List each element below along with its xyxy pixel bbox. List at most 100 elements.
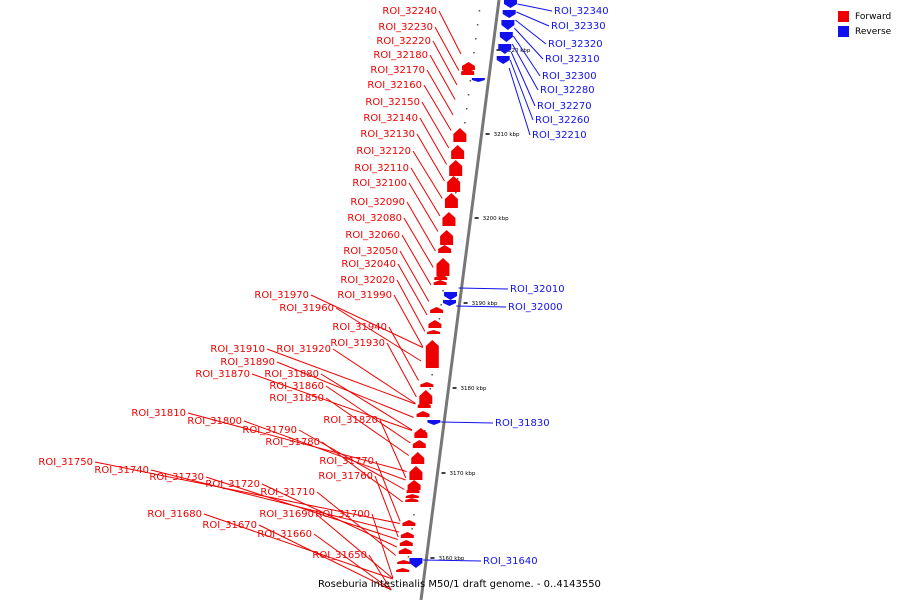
forward-gene-glyph bbox=[396, 568, 410, 572]
forward-leader-line bbox=[403, 217, 434, 268]
forward-leader-line bbox=[320, 373, 413, 431]
reverse-gene-label: ROI_32300 bbox=[542, 71, 597, 82]
forward-leader-line bbox=[335, 307, 422, 362]
forward-leader-line bbox=[332, 348, 416, 404]
track-dot bbox=[476, 24, 479, 26]
track-dot bbox=[464, 122, 466, 124]
reverse-gene-glyph bbox=[504, 0, 517, 8]
reverse-gene-glyph bbox=[427, 420, 441, 425]
track-dot bbox=[478, 10, 481, 12]
forward-gene-glyph bbox=[402, 520, 416, 526]
forward-leader-line bbox=[396, 279, 426, 332]
forward-leader-line bbox=[150, 469, 399, 533]
track-dot bbox=[455, 192, 457, 194]
forward-gene-glyph bbox=[449, 160, 463, 176]
forward-gene-label: ROI_32050 bbox=[343, 246, 398, 257]
reverse-leader-line bbox=[458, 287, 509, 290]
forward-gene-glyph bbox=[436, 258, 450, 276]
scale-tick-label: 3190 kbp bbox=[472, 301, 498, 307]
forward-gene-label: ROI_32240 bbox=[382, 6, 437, 17]
reverse-leader-line bbox=[516, 11, 550, 27]
legend: Forward Reverse bbox=[838, 9, 891, 39]
forward-gene-glyph bbox=[440, 230, 454, 245]
forward-gene-label: ROI_32170 bbox=[370, 65, 425, 76]
track-dot bbox=[429, 388, 432, 390]
forward-gene-label: ROI_31930 bbox=[330, 338, 385, 349]
forward-leader-line bbox=[325, 385, 411, 444]
forward-leader-line bbox=[261, 483, 398, 548]
reverse-gene-glyph bbox=[498, 44, 512, 54]
forward-leader-line bbox=[432, 40, 458, 86]
forward-gene-glyph bbox=[400, 532, 414, 538]
track-dot bbox=[413, 514, 415, 516]
forward-gene-label: ROI_32120 bbox=[356, 146, 411, 157]
forward-gene-label: ROI_32180 bbox=[373, 50, 428, 61]
forward-gene-label: ROI_31670 bbox=[202, 520, 257, 531]
forward-gene-label: ROI_31940 bbox=[332, 322, 387, 333]
track-dot bbox=[475, 38, 477, 40]
forward-gene-glyph bbox=[444, 193, 458, 208]
reverse-gene-label: ROI_32270 bbox=[537, 101, 592, 112]
forward-gene-label: ROI_32150 bbox=[365, 97, 420, 108]
forward-leader-line bbox=[325, 397, 410, 456]
reverse-gene-label: ROI_32340 bbox=[554, 6, 609, 17]
forward-gene-glyph bbox=[453, 128, 467, 142]
forward-gene-label: ROI_31820 bbox=[323, 415, 378, 426]
reverse-leader-line bbox=[515, 19, 547, 45]
track-dot bbox=[442, 290, 444, 292]
forward-leader-line bbox=[423, 84, 452, 131]
forward-gene-glyph bbox=[420, 382, 434, 387]
reverse-gene-glyph bbox=[502, 10, 516, 18]
forward-gene-label: ROI_31790 bbox=[242, 425, 297, 436]
forward-gene-glyph bbox=[412, 440, 426, 448]
forward-leader-line bbox=[426, 69, 454, 116]
forward-gene-label: ROI_31810 bbox=[131, 408, 186, 419]
reverse-leader-line bbox=[512, 35, 541, 77]
forward-gene-label: ROI_32090 bbox=[350, 197, 405, 208]
track-dot bbox=[404, 584, 406, 586]
forward-gene-glyph bbox=[416, 411, 430, 417]
forward-gene-glyph bbox=[414, 428, 428, 438]
reverse-gene-label: ROI_32280 bbox=[540, 85, 595, 96]
forward-gene-label: ROI_32140 bbox=[363, 113, 418, 124]
forward-gene-label: ROI_31680 bbox=[147, 509, 202, 520]
forward-gene-label: ROI_32080 bbox=[347, 213, 402, 224]
forward-leader-line bbox=[386, 342, 417, 398]
forward-leader-line bbox=[276, 361, 414, 418]
legend-forward-label: Forward bbox=[855, 11, 892, 22]
track-dot bbox=[407, 556, 410, 558]
scale-tick-label: 3220 kbp bbox=[505, 48, 531, 54]
forward-gene-label: ROI_31660 bbox=[257, 529, 312, 540]
reverse-gene-label: ROI_31830 bbox=[495, 418, 550, 429]
reverse-gene-glyph bbox=[443, 300, 456, 306]
forward-leader-line bbox=[429, 54, 456, 100]
reverse-gene-label: ROI_32010 bbox=[510, 284, 565, 295]
reverse-gene-label: ROI_32320 bbox=[548, 39, 603, 50]
forward-gene-glyph bbox=[442, 212, 456, 226]
forward-gene-label: ROI_31780 bbox=[265, 437, 320, 448]
forward-gene-label: ROI_31750 bbox=[38, 457, 93, 468]
forward-leader-line bbox=[416, 133, 445, 182]
forward-gene-label: ROI_32040 bbox=[341, 259, 396, 270]
reverse-gene-label: ROI_32210 bbox=[532, 130, 587, 141]
forward-gene-label: ROI_32160 bbox=[367, 80, 422, 91]
forward-leader-line bbox=[379, 419, 407, 479]
genome-backbone bbox=[419, 0, 501, 600]
forward-gene-glyph bbox=[397, 560, 411, 564]
forward-leader-line bbox=[375, 460, 401, 522]
forward-gene-label: ROI_31960 bbox=[279, 303, 334, 314]
forward-gene-label: ROI_31730 bbox=[149, 472, 204, 483]
track-dot bbox=[411, 528, 413, 530]
forward-gene-glyph bbox=[398, 548, 412, 554]
scale-tick-label: 3170 kbp bbox=[450, 471, 476, 477]
reverse-leader-line bbox=[509, 59, 534, 121]
reverse-gene-label: ROI_32260 bbox=[535, 115, 590, 126]
forward-gene-glyph bbox=[430, 307, 444, 313]
forward-leader-line bbox=[421, 101, 450, 149]
forward-gene-label: ROI_31990 bbox=[337, 290, 392, 301]
forward-gene-glyph bbox=[461, 68, 475, 75]
forward-gene-glyph bbox=[461, 62, 475, 70]
genome-caption: Roseburia intestinalis M50/1 draft genom… bbox=[318, 579, 601, 590]
legend-reverse-label: Reverse bbox=[855, 26, 892, 37]
forward-leader-line bbox=[371, 513, 394, 579]
